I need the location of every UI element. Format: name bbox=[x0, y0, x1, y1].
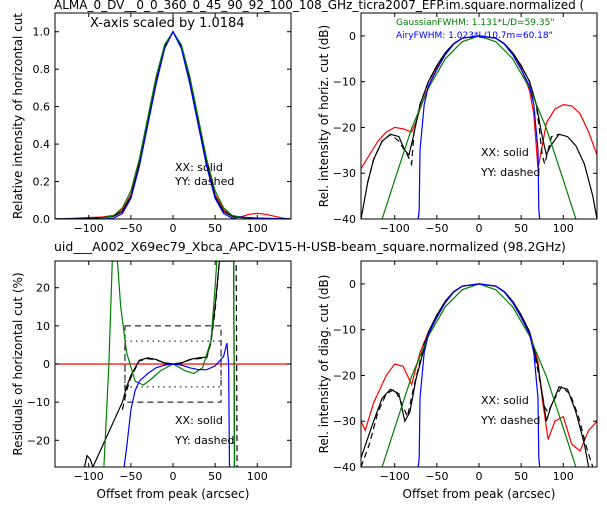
x-tick-label: −50 bbox=[425, 470, 448, 483]
x-axis-label: Offset from peak (arcsec) bbox=[97, 487, 250, 501]
y-axis-label: Rel. intensity of diag. cut (dB) bbox=[317, 275, 331, 454]
axes-frame bbox=[54, 12, 292, 220]
y-tick-label: 1.0 bbox=[33, 26, 51, 39]
y-tick-label: 10 bbox=[36, 320, 50, 333]
figure-title: ALMA_0_DV__0_0_360_0_45_90_92_100_108_GH… bbox=[54, 0, 584, 12]
series-line-2 bbox=[55, 30, 291, 219]
x-tick-label: −50 bbox=[425, 222, 448, 235]
annotation-text: YY: dashed bbox=[174, 434, 234, 447]
legend-entry: AiryFWHM: 1.023*L/10.7m=60.18" bbox=[396, 31, 553, 41]
series-group bbox=[361, 35, 597, 219]
x-tick-label: −50 bbox=[119, 470, 142, 483]
y-tick-label: −30 bbox=[333, 167, 356, 180]
x-tick-label: 0 bbox=[170, 222, 177, 235]
series-group bbox=[55, 261, 291, 467]
x-tick-label: 0 bbox=[170, 470, 177, 483]
x-tick-label: −50 bbox=[119, 222, 142, 235]
y-tick-label: −10 bbox=[27, 396, 50, 409]
annotation-text: XX: solid bbox=[175, 414, 223, 427]
x-tick-label: 100 bbox=[553, 470, 574, 483]
x-tick-label: 50 bbox=[208, 470, 222, 483]
x-tick-label: 50 bbox=[514, 470, 528, 483]
series-line-4 bbox=[55, 30, 291, 219]
annotation-text: YY: dashed bbox=[174, 175, 234, 188]
y-tick-label: −20 bbox=[333, 369, 356, 382]
series-line-3 bbox=[381, 283, 577, 467]
annotation-text: XX: solid bbox=[481, 146, 529, 159]
series-line-4 bbox=[417, 35, 541, 219]
legend-entry: GaussianFWHM: 1.131*L/D=59.35" bbox=[396, 18, 554, 28]
series-line-4 bbox=[123, 342, 231, 467]
y-tick-label: −40 bbox=[333, 213, 356, 226]
axes-frame bbox=[360, 12, 598, 220]
x-tick-label: 100 bbox=[553, 222, 574, 235]
y-tick-label: 0 bbox=[349, 278, 356, 291]
annotation-text: YY: dashed bbox=[480, 414, 540, 427]
panel-tl: −100 −50 0 50 100 0.0 0.2 0.4 0.6 0.8 1.0 Relative … bbox=[11, 12, 292, 235]
series-line-0 bbox=[361, 283, 597, 452]
annotation-text: X-axis scaled by 1.0184 bbox=[90, 16, 245, 31]
y-tick-label: 0.0 bbox=[33, 213, 51, 226]
y-tick-label: −10 bbox=[333, 76, 356, 89]
series-line-0 bbox=[361, 35, 597, 169]
y-tick-label: −30 bbox=[333, 415, 356, 428]
y-axis-label: Residuals of horizontal cut (%) bbox=[11, 272, 25, 455]
annotation-text: XX: solid bbox=[175, 161, 223, 174]
y-tick-label: 0.4 bbox=[33, 138, 51, 151]
series-line-3 bbox=[381, 35, 577, 219]
series-line-3 bbox=[55, 30, 291, 219]
series-group bbox=[55, 30, 291, 219]
x-tick-label: −100 bbox=[380, 222, 410, 235]
x-axis-label: Offset from peak (arcsec) bbox=[403, 487, 556, 501]
y-tick-label: −10 bbox=[333, 324, 356, 337]
y-tick-label: −20 bbox=[333, 121, 356, 134]
series-line-4 bbox=[417, 283, 541, 467]
y-tick-label: 0.8 bbox=[33, 63, 51, 76]
x-tick-label: 0 bbox=[476, 470, 483, 483]
y-tick-label: 0.2 bbox=[33, 176, 51, 189]
y-tick-label: −20 bbox=[27, 434, 50, 447]
series-line-3 bbox=[103, 261, 236, 467]
x-tick-label: −100 bbox=[74, 222, 104, 235]
y-tick-label: 0 bbox=[43, 358, 50, 371]
x-tick-label: −100 bbox=[380, 470, 410, 483]
series-group bbox=[361, 283, 597, 467]
x-tick-label: 50 bbox=[208, 222, 222, 235]
annotation-text: YY: dashed bbox=[480, 166, 540, 179]
series-line-0 bbox=[55, 30, 291, 219]
y-tick-label: 0.6 bbox=[33, 101, 51, 114]
annotation-text: XX: solid bbox=[481, 394, 529, 407]
y-tick-label: 0 bbox=[349, 30, 356, 43]
x-tick-label: 100 bbox=[247, 222, 268, 235]
y-axis-label: Rel. intensity of horiz. cut (dB) bbox=[317, 25, 331, 207]
y-axis-label: Relative intensity of horizontal cut bbox=[11, 13, 25, 219]
series-line-2 bbox=[121, 261, 238, 467]
series-line-1 bbox=[361, 283, 590, 467]
y-tick-label: 20 bbox=[36, 282, 50, 295]
series-line-2 bbox=[361, 283, 594, 467]
x-tick-label: 0 bbox=[476, 222, 483, 235]
x-tick-label: 50 bbox=[514, 222, 528, 235]
x-tick-label: 100 bbox=[247, 470, 268, 483]
y-tick-label: −40 bbox=[333, 461, 356, 474]
subplot-title: uid___A002_X69ec79_Xbca_APC-DV15-H-USB-b… bbox=[54, 239, 566, 254]
x-tick-label: −100 bbox=[74, 470, 104, 483]
series-line-2 bbox=[367, 35, 560, 183]
series-line-1 bbox=[55, 30, 291, 219]
plot-area: −100 −50 0 50 1000.00.20.40.60.81.0Relative … bbox=[11, 12, 598, 501]
